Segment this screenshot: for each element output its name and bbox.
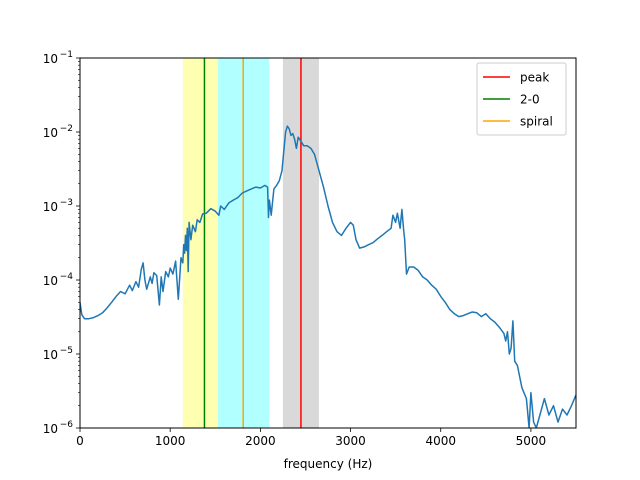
- y-tick-exponent-4: −2: [60, 124, 73, 134]
- legend-label-2: spiral: [520, 115, 553, 129]
- legend-label-1: 2-0: [520, 93, 540, 107]
- plot-frame: [79, 57, 577, 429]
- x-axis-label: frequency (Hz): [284, 457, 373, 471]
- x-tick-label-5: 5000: [516, 434, 547, 448]
- legend-label-0: peak: [520, 71, 549, 85]
- x-tick-label-2: 2000: [245, 434, 276, 448]
- x-tick-label-4: 4000: [425, 434, 456, 448]
- y-tick-label-1: 10: [43, 348, 58, 362]
- y-tick-label-2: 10: [43, 274, 58, 288]
- marker-lines: [203, 58, 302, 428]
- y-tick-label-3: 10: [43, 200, 58, 214]
- series-line-0: [80, 125, 576, 428]
- y-tick-label-4: 10: [43, 126, 58, 140]
- x-tick-label-0: 0: [76, 434, 84, 448]
- y-tick-label-0: 10: [43, 422, 58, 436]
- y-tick-exponent-3: −3: [60, 198, 73, 208]
- y-tick-exponent-1: −5: [60, 346, 73, 356]
- y-tick-exponent-2: −4: [60, 272, 74, 282]
- highlight-bands: [182, 58, 319, 428]
- y-tick-exponent-5: −1: [60, 50, 73, 60]
- series-group: [80, 125, 576, 428]
- y-tick-label-5: 10: [43, 52, 58, 66]
- y-tick-exponent-0: −6: [60, 420, 74, 430]
- x-tick-label-3: 3000: [335, 434, 366, 448]
- y-axis-ticks: 10−610−510−410−310−210−1: [43, 50, 80, 436]
- x-axis-ticks: 0 1000 2000 3000 4000 5000: [76, 428, 546, 448]
- legend: peak 2-0 spiral: [476, 62, 567, 136]
- x-tick-label-1: 1000: [155, 434, 186, 448]
- legend-box: [476, 62, 567, 136]
